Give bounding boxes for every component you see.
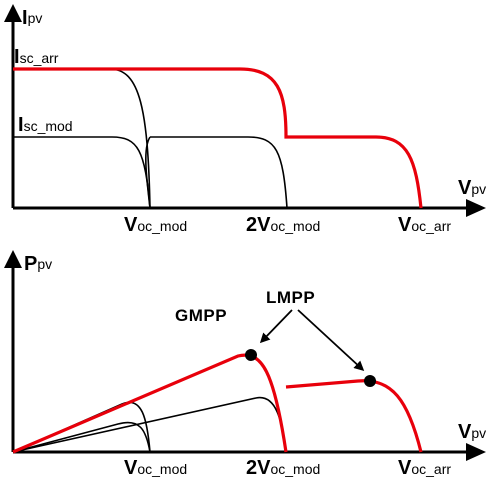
iv-y-axis-label: Ipv	[22, 7, 42, 29]
pv-y-axis-arrow	[4, 250, 22, 268]
iv-curve-shaded	[150, 136, 288, 209]
isc-arr-label: Isc_arr	[14, 46, 59, 68]
isc-mod-label: Isc_mod	[18, 114, 73, 136]
pv-x-axis-label: Vpv	[458, 421, 486, 443]
gmpp-marker	[245, 349, 257, 361]
iv-curve-series-2	[13, 68, 151, 209]
pv-y-axis-label: Ppv	[24, 253, 52, 275]
pv-x-axis-arrow	[466, 443, 486, 461]
iv-tick-voc-mod: Voc_mod	[124, 214, 187, 236]
iv-x-axis-label: Vpv	[458, 177, 486, 199]
iv-tick-2voc-mod: 2Voc_mod	[246, 214, 320, 236]
iv-curve-module-1	[13, 136, 151, 209]
lmpp-arrow-to-lmpp	[297, 309, 365, 372]
lmpp-label: LMPP	[266, 288, 315, 307]
pv-tick-voc-mod: Voc_mod	[124, 457, 187, 479]
iv-tick-voc-arr: Voc_arr	[398, 214, 451, 236]
lmpp-marker	[364, 375, 376, 387]
iv-curve-module-2	[145, 136, 151, 209]
iv-curve-array	[13, 67, 423, 209]
pv-plot: GMPP LMPP Ppv Vpv Voc_mod 2Voc_mod Voc_a…	[4, 250, 486, 479]
iv-x-axis-arrow	[466, 199, 486, 217]
lmpp-arrow-to-gmpp	[259, 309, 293, 344]
pv-curve-array-global	[12, 353, 288, 454]
pv-tick-2voc-mod: 2Voc_mod	[246, 457, 320, 479]
gmpp-label: GMPP	[175, 306, 227, 325]
pv-tick-voc-arr: Voc_arr	[398, 457, 451, 479]
iv-y-axis-arrow	[4, 4, 22, 22]
pv-curve-array-local	[285, 379, 423, 453]
iv-plot: Ipv Isc_arr Isc_mod Vpv Voc_mod 2Voc_mod…	[4, 4, 486, 236]
